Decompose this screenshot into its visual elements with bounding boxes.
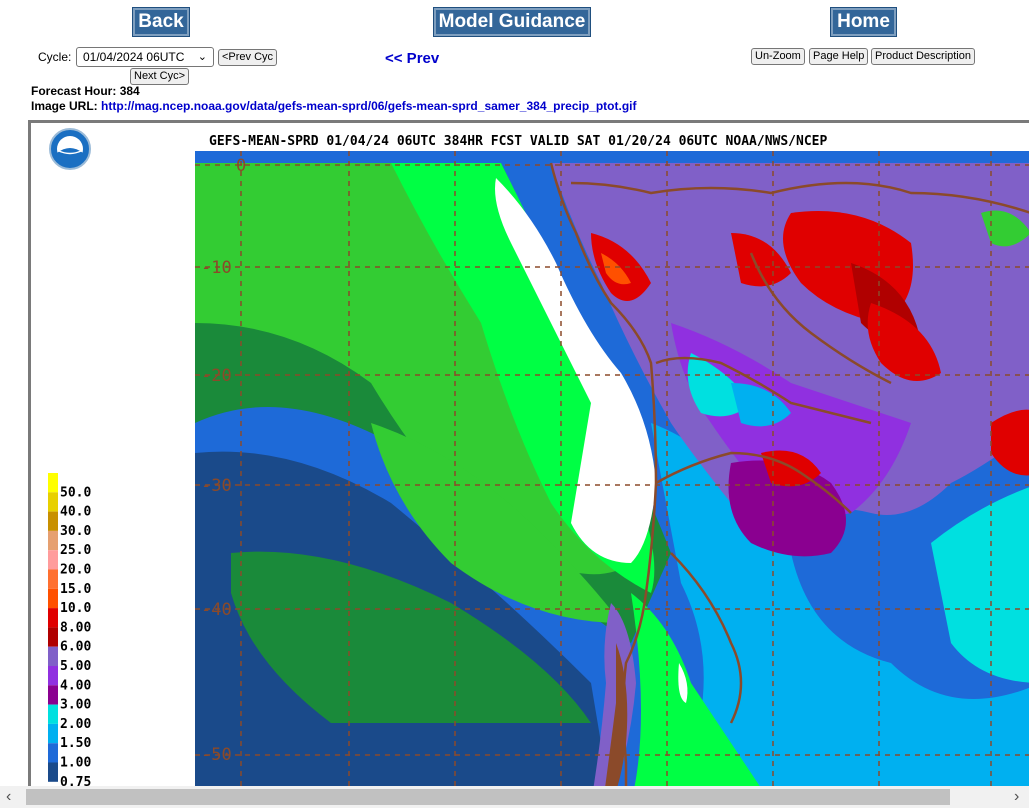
- legend-label: 40.0: [60, 505, 91, 520]
- horizontal-scrollbar[interactable]: ‹ ›: [0, 786, 1029, 808]
- country-borders: [549, 162, 1029, 803]
- cycle-label: Cycle:: [38, 50, 72, 64]
- legend-swatch: [48, 743, 58, 763]
- legend-swatch: [48, 723, 58, 744]
- forecast-hour: Forecast Hour: 384: [31, 84, 140, 98]
- legend-swatch: [48, 492, 58, 512]
- legend-label: 20.0: [60, 563, 91, 578]
- legend-swatch: [48, 666, 58, 686]
- legend-swatch: [48, 762, 58, 782]
- noaa-logo: [49, 128, 91, 170]
- scroll-thumb[interactable]: [26, 789, 950, 805]
- map-title: GEFS-MEAN-SPRD 01/04/24 06UTC 384HR FCST…: [209, 134, 827, 149]
- back-button[interactable]: Back: [132, 7, 190, 37]
- legend-label: 15.0: [60, 582, 91, 597]
- scroll-right-icon[interactable]: ›: [1014, 788, 1020, 805]
- lat-label: -50: [201, 745, 232, 765]
- legend-label: 5.00: [60, 659, 91, 674]
- legend-swatch: [48, 473, 58, 493]
- forecast-hour-label: Forecast Hour:: [31, 84, 117, 98]
- latitude-labels: 0 -10 -20 -30 -40 -50: [201, 156, 246, 765]
- chevron-down-icon: ⌄: [197, 51, 207, 63]
- lat-lon-grid: [195, 151, 1029, 803]
- legend-swatch: [48, 704, 58, 724]
- product-description-button[interactable]: Product Description: [871, 48, 975, 65]
- legend-swatch: [48, 685, 58, 705]
- map-canvas: GEFS-MEAN-SPRD 01/04/24 06UTC 384HR FCST…: [48, 128, 1029, 803]
- prev-link[interactable]: << Prev: [385, 50, 440, 67]
- legend-label: 3.00: [60, 698, 91, 713]
- legend-label: 10.0: [60, 601, 91, 616]
- legend-label: 1.00: [60, 756, 91, 771]
- legend-label: 2.00: [60, 717, 91, 732]
- legend-swatch: [48, 511, 58, 531]
- legend-swatch: [48, 588, 58, 609]
- map-field: [195, 151, 1029, 803]
- lat-label: -10: [201, 258, 232, 278]
- image-url-row: Image URL: http://mag.ncep.noaa.gov/data…: [31, 99, 637, 113]
- forecast-map-image[interactable]: GEFS-MEAN-SPRD 01/04/24 06UTC 384HR FCST…: [28, 120, 1029, 803]
- legend-label: 4.00: [60, 678, 91, 693]
- scroll-left-icon[interactable]: ‹: [6, 788, 12, 805]
- unzoom-button[interactable]: Un-Zoom: [751, 48, 805, 65]
- legend-swatch: [48, 550, 58, 570]
- image-url-label: Image URL:: [31, 99, 98, 113]
- next-cycle-button[interactable]: Next Cyc>: [130, 68, 190, 85]
- lat-label: -40: [201, 600, 232, 620]
- legend-swatch: [48, 530, 58, 551]
- legend-swatch: [48, 569, 58, 589]
- image-url-link[interactable]: http://mag.ncep.noaa.gov/data/gefs-mean-…: [101, 99, 637, 113]
- cycle-select[interactable]: 01/04/2024 06UTC ⌄: [76, 47, 214, 67]
- legend-label: 8.00: [60, 620, 91, 635]
- legend-label: 25.0: [60, 543, 91, 558]
- legend-label: 30.0: [60, 524, 91, 539]
- prev-cycle-button[interactable]: <Prev Cyc: [218, 49, 278, 66]
- lat-label: 0: [236, 156, 246, 176]
- home-button[interactable]: Home: [830, 7, 897, 37]
- legend-label: 6.00: [60, 640, 91, 655]
- lat-label: -20: [201, 366, 232, 386]
- cycle-select-value: 01/04/2024 06UTC: [83, 50, 185, 64]
- legend-label: 1.50: [60, 736, 91, 751]
- legend-swatch: [48, 608, 58, 628]
- page-help-button[interactable]: Page Help: [809, 48, 869, 65]
- legend-label: 50.0: [60, 485, 91, 500]
- legend-swatch: [48, 646, 58, 666]
- lat-label: -30: [201, 476, 232, 496]
- forecast-hour-value: 384: [119, 84, 140, 98]
- model-guidance-button[interactable]: Model Guidance: [433, 7, 591, 37]
- precip-legend: 50.0 40.0 30.0 25.0 20.0 15.0 10.0 8.00 6.00 5.00…: [48, 473, 91, 790]
- legend-swatch: [48, 627, 58, 647]
